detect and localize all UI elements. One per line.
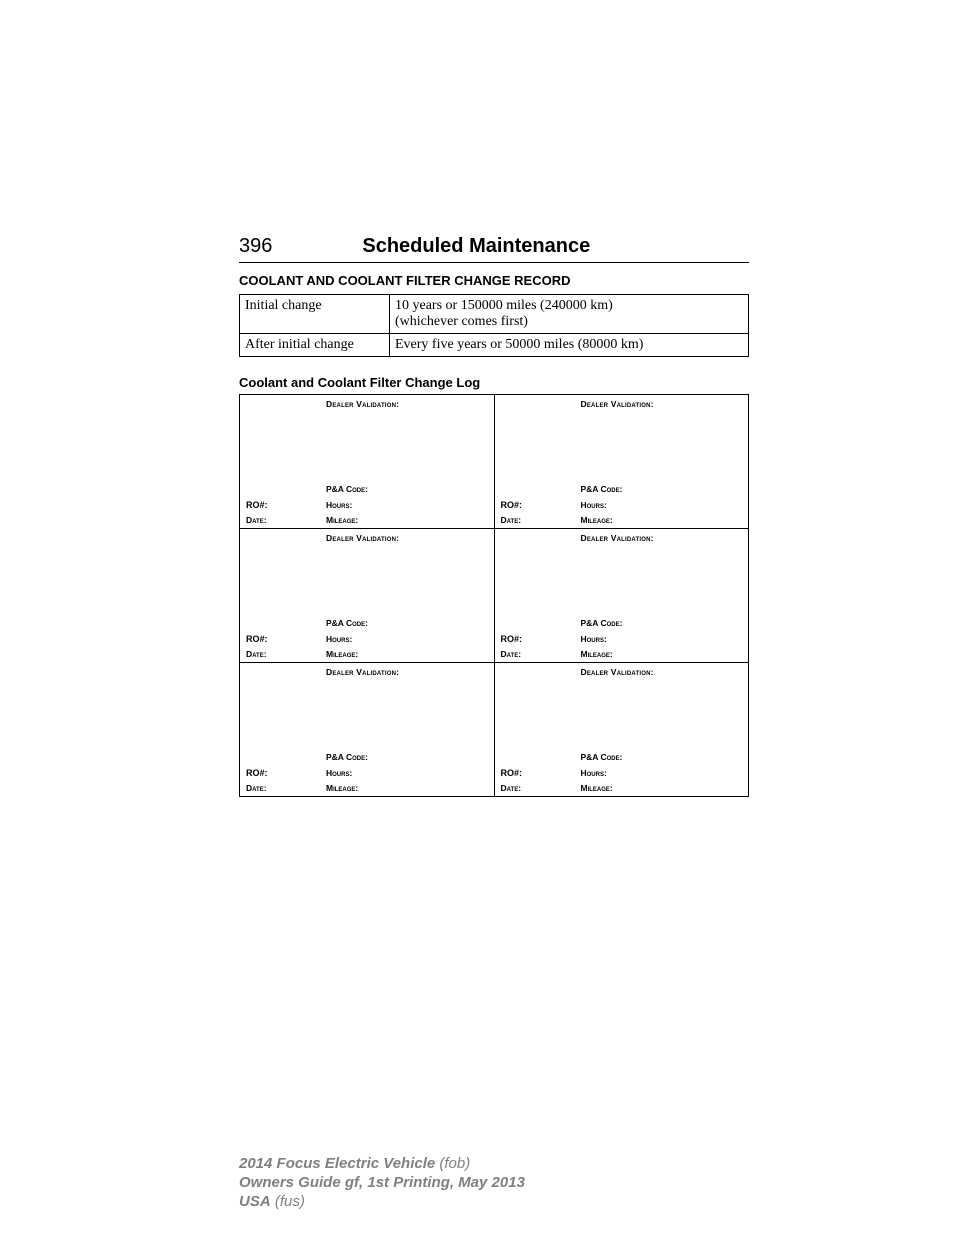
hours-label: Hours: [326, 634, 352, 644]
page-number: 396 [239, 235, 272, 258]
schedule-label: After initial change [240, 334, 390, 357]
schedule-value-line: Every five years or 50000 miles (80000 k… [395, 337, 643, 352]
footer-line: USA (fus) [239, 1193, 525, 1212]
date-label: Date: [246, 649, 267, 659]
dealer-validation-label: Dealer Validation: [581, 399, 654, 409]
mileage-label: Mileage: [326, 515, 358, 525]
schedule-value-line: 10 years or 150000 miles (240000 km) [395, 298, 613, 313]
hours-label: Hours: [581, 634, 607, 644]
schedule-value: 10 years or 150000 miles (240000 km) (wh… [390, 295, 749, 334]
date-label: Date: [501, 649, 522, 659]
log-cell: Dealer Validation: P&A Code: RO#: Hours:… [495, 395, 749, 528]
change-log-table: Dealer Validation: P&A Code: RO#: Hours:… [239, 394, 749, 797]
dealer-validation-label: Dealer Validation: [326, 399, 399, 409]
table-row: Dealer Validation: P&A Code: RO#: Hours:… [240, 395, 749, 529]
pa-code-label: P&A Code: [581, 618, 623, 628]
page-content: 396 Scheduled Maintenance COOLANT AND CO… [239, 235, 749, 797]
schedule-value: Every five years or 50000 miles (80000 k… [390, 334, 749, 357]
pa-code-label: P&A Code: [581, 484, 623, 494]
hours-label: Hours: [326, 500, 352, 510]
footer-bold: USA [239, 1193, 271, 1210]
footer-rest: (fob) [435, 1155, 470, 1172]
log-cell: Dealer Validation: P&A Code: RO#: Hours:… [240, 663, 494, 796]
ro-label: RO#: [501, 500, 523, 510]
dealer-validation-label: Dealer Validation: [326, 667, 399, 677]
date-label: Date: [246, 515, 267, 525]
date-label: Date: [501, 515, 522, 525]
mileage-label: Mileage: [326, 649, 358, 659]
mileage-label: Mileage: [326, 783, 358, 793]
footer-rest: (fus) [271, 1193, 305, 1210]
pa-code-label: P&A Code: [326, 618, 368, 628]
dealer-validation-label: Dealer Validation: [326, 533, 399, 543]
log-cell: Dealer Validation: P&A Code: RO#: Hours:… [495, 529, 749, 662]
pa-code-label: P&A Code: [326, 752, 368, 762]
footer-line: Owners Guide gf, 1st Printing, May 2013 [239, 1174, 525, 1193]
log-cell: Dealer Validation: P&A Code: RO#: Hours:… [240, 395, 494, 528]
ro-label: RO#: [501, 634, 523, 644]
log-cell: Dealer Validation: P&A Code: RO#: Hours:… [240, 529, 494, 662]
pa-code-label: P&A Code: [326, 484, 368, 494]
mileage-label: Mileage: [581, 515, 613, 525]
log-cell: Dealer Validation: P&A Code: RO#: Hours:… [495, 663, 749, 796]
table-row: Dealer Validation: P&A Code: RO#: Hours:… [240, 529, 749, 663]
page-footer: 2014 Focus Electric Vehicle (fob) Owners… [239, 1155, 525, 1211]
ro-label: RO#: [246, 634, 268, 644]
hours-label: Hours: [581, 768, 607, 778]
ro-label: RO#: [246, 500, 268, 510]
schedule-table: Initial change 10 years or 150000 miles … [239, 294, 749, 357]
section-heading: COOLANT AND COOLANT FILTER CHANGE RECORD [239, 273, 749, 288]
table-row: Dealer Validation: P&A Code: RO#: Hours:… [240, 663, 749, 797]
dealer-validation-label: Dealer Validation: [581, 533, 654, 543]
hours-label: Hours: [581, 500, 607, 510]
schedule-value-line: (whichever comes first) [395, 314, 528, 329]
hours-label: Hours: [326, 768, 352, 778]
footer-bold: Owners Guide gf, 1st Printing, May 2013 [239, 1174, 525, 1191]
ro-label: RO#: [246, 768, 268, 778]
ro-label: RO#: [501, 768, 523, 778]
page-title: Scheduled Maintenance [362, 235, 590, 258]
footer-bold: 2014 Focus Electric Vehicle [239, 1155, 435, 1172]
footer-line: 2014 Focus Electric Vehicle (fob) [239, 1155, 525, 1174]
table-row: Initial change 10 years or 150000 miles … [240, 295, 749, 334]
page-header: 396 Scheduled Maintenance [239, 235, 749, 263]
dealer-validation-label: Dealer Validation: [581, 667, 654, 677]
subsection-heading: Coolant and Coolant Filter Change Log [239, 375, 749, 390]
mileage-label: Mileage: [581, 649, 613, 659]
date-label: Date: [246, 783, 267, 793]
date-label: Date: [501, 783, 522, 793]
schedule-label: Initial change [240, 295, 390, 334]
mileage-label: Mileage: [581, 783, 613, 793]
table-row: After initial change Every five years or… [240, 334, 749, 357]
pa-code-label: P&A Code: [581, 752, 623, 762]
